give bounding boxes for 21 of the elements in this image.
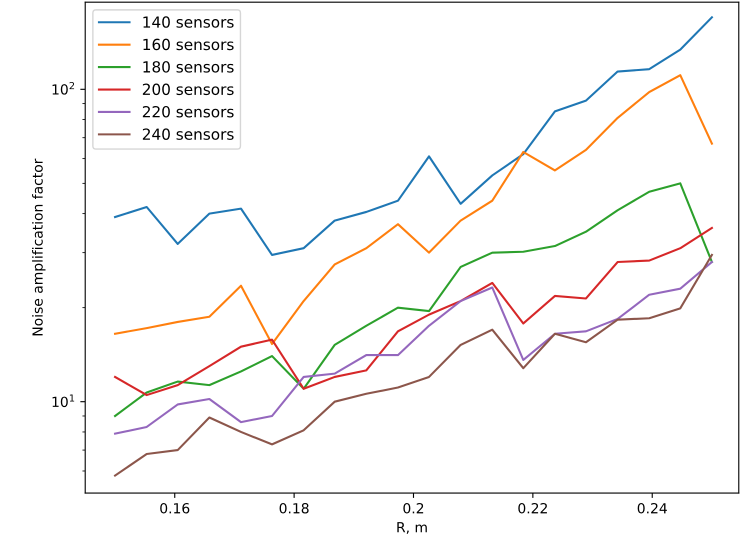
x-tick-label: 0.22	[518, 503, 547, 514]
line-series	[114, 74, 713, 346]
y-tick-label: 10$^{1}$	[52, 394, 74, 408]
x-tick-label: 0.24	[638, 503, 667, 514]
y-axis-title: Noise amplification factor	[32, 158, 46, 336]
x-tick-label: 0.16	[160, 503, 190, 514]
legend-label: 180 sensors	[143, 61, 234, 73]
legend-label: 160 sensors	[143, 38, 234, 50]
legend-label: 220 sensors	[142, 106, 234, 118]
line-series	[114, 254, 713, 477]
line-series	[114, 182, 713, 418]
legend-label: 240 sensors	[142, 128, 234, 140]
x-tick-label: 0.2	[403, 503, 424, 514]
y-tick-label: 10$^{2}$	[52, 82, 74, 95]
line-series	[114, 260, 713, 435]
legend-label: 140 sensors	[143, 16, 234, 28]
x-axis-title: R, m	[397, 522, 427, 534]
legend-label: 200 sensors	[142, 84, 234, 96]
line-series	[114, 16, 713, 256]
line-series	[114, 226, 713, 396]
x-tick-label: 0.18	[280, 503, 309, 514]
